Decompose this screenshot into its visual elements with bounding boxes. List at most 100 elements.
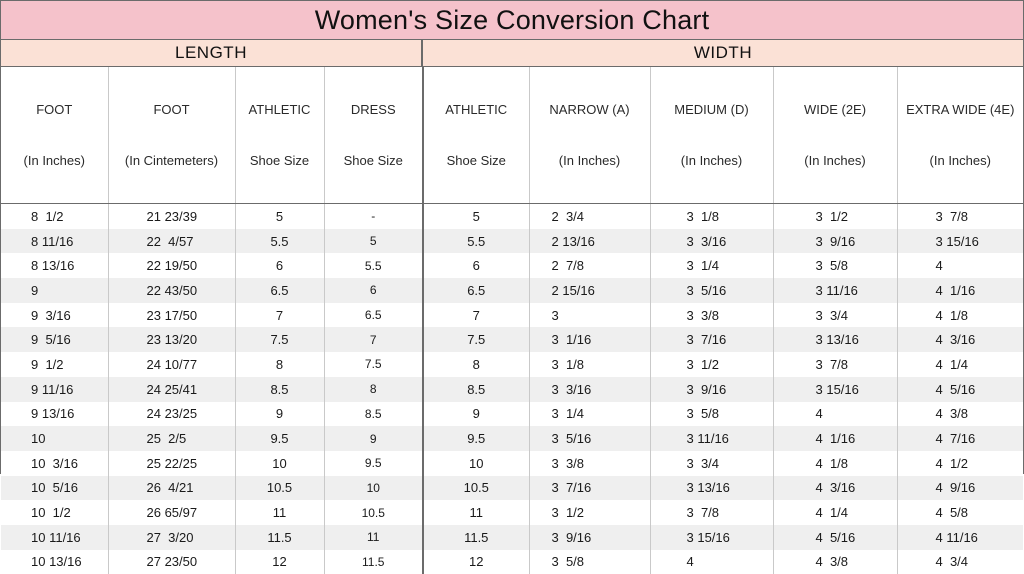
extra-wide-cell: 3 7/8 bbox=[897, 204, 1023, 229]
extra-wide-cell: 4 5/16 bbox=[897, 377, 1023, 402]
dress-size-cell: 8.5 bbox=[324, 402, 423, 427]
length-group-header: LENGTH bbox=[1, 40, 423, 66]
length-athletic-cell: 8 bbox=[235, 352, 324, 377]
header-line1: DRESS bbox=[325, 101, 423, 118]
header-length-athletic: ATHLETIC Shoe Size bbox=[235, 67, 324, 204]
narrow-cell: 3 1/4 bbox=[529, 402, 650, 427]
foot-inches-cell: 10 5/16 bbox=[1, 476, 108, 501]
narrow-cell: 3 1/16 bbox=[529, 327, 650, 352]
wide-cell: 3 9/16 bbox=[773, 229, 897, 254]
medium-cell: 3 3/16 bbox=[650, 229, 773, 254]
foot-inches-cell: 10 3/16 bbox=[1, 451, 108, 476]
dress-size-cell: 7 bbox=[324, 327, 423, 352]
foot-cm-cell: 22 43/50 bbox=[108, 278, 235, 303]
wide-cell: 4 3/16 bbox=[773, 476, 897, 501]
dress-size-cell: 7.5 bbox=[324, 352, 423, 377]
extra-wide-cell: 4 bbox=[897, 253, 1023, 278]
wide-cell: 3 11/16 bbox=[773, 278, 897, 303]
width-athletic-cell: 5 bbox=[423, 204, 529, 229]
width-group-header: WIDTH bbox=[423, 40, 1023, 66]
width-athletic-cell: 5.5 bbox=[423, 229, 529, 254]
wide-cell: 4 3/8 bbox=[773, 550, 897, 574]
narrow-cell: 3 9/16 bbox=[529, 525, 650, 550]
header-line1: NARROW (A) bbox=[530, 101, 650, 118]
wide-cell: 4 1/4 bbox=[773, 500, 897, 525]
length-athletic-cell: 10.5 bbox=[235, 476, 324, 501]
header-line1: ATHLETIC bbox=[424, 101, 529, 118]
dress-size-cell: 5.5 bbox=[324, 253, 423, 278]
header-line2: (In Inches) bbox=[774, 152, 897, 169]
extra-wide-cell: 4 5/8 bbox=[897, 500, 1023, 525]
header-line2: Shoe Size bbox=[325, 152, 423, 169]
header-extra-wide: EXTRA WIDE (4E) (In Inches) bbox=[897, 67, 1023, 204]
width-athletic-cell: 7 bbox=[423, 303, 529, 328]
length-athletic-cell: 6 bbox=[235, 253, 324, 278]
length-athletic-cell: 10 bbox=[235, 451, 324, 476]
dress-size-cell: 11 bbox=[324, 525, 423, 550]
foot-cm-cell: 25 2/5 bbox=[108, 426, 235, 451]
header-line1: FOOT bbox=[109, 101, 235, 118]
foot-cm-cell: 26 4/21 bbox=[108, 476, 235, 501]
wide-cell: 3 7/8 bbox=[773, 352, 897, 377]
wide-cell: 3 5/8 bbox=[773, 253, 897, 278]
header-narrow: NARROW (A) (In Inches) bbox=[529, 67, 650, 204]
header-line2: Shoe Size bbox=[424, 152, 529, 169]
foot-cm-cell: 24 23/25 bbox=[108, 402, 235, 427]
header-width-athletic: ATHLETIC Shoe Size bbox=[423, 67, 529, 204]
extra-wide-cell: 4 3/16 bbox=[897, 327, 1023, 352]
extra-wide-cell: 3 15/16 bbox=[897, 229, 1023, 254]
dress-size-cell: 11.5 bbox=[324, 550, 423, 574]
extra-wide-cell: 4 1/16 bbox=[897, 278, 1023, 303]
length-athletic-cell: 11.5 bbox=[235, 525, 324, 550]
narrow-cell: 3 7/16 bbox=[529, 476, 650, 501]
foot-inches-cell: 10 1/2 bbox=[1, 500, 108, 525]
width-athletic-cell: 9 bbox=[423, 402, 529, 427]
length-athletic-cell: 9.5 bbox=[235, 426, 324, 451]
wide-cell: 3 13/16 bbox=[773, 327, 897, 352]
header-medium: MEDIUM (D) (In Inches) bbox=[650, 67, 773, 204]
foot-cm-cell: 23 17/50 bbox=[108, 303, 235, 328]
narrow-cell: 2 15/16 bbox=[529, 278, 650, 303]
foot-inches-cell: 8 13/16 bbox=[1, 253, 108, 278]
narrow-cell: 3 5/16 bbox=[529, 426, 650, 451]
header-line1: MEDIUM (D) bbox=[651, 101, 773, 118]
narrow-cell: 3 3/16 bbox=[529, 377, 650, 402]
foot-inches-cell: 9 13/16 bbox=[1, 402, 108, 427]
size-table: FOOT (In Inches) FOOT (In Cintemeters) A… bbox=[1, 67, 1023, 574]
dress-size-cell: 5 bbox=[324, 229, 423, 254]
width-athletic-cell: 8.5 bbox=[423, 377, 529, 402]
extra-wide-cell: 4 3/8 bbox=[897, 402, 1023, 427]
header-line1: FOOT bbox=[1, 101, 108, 118]
narrow-cell: 3 1/2 bbox=[529, 500, 650, 525]
wide-cell: 3 1/2 bbox=[773, 204, 897, 229]
header-line2: (In Inches) bbox=[651, 152, 773, 169]
length-athletic-cell: 7 bbox=[235, 303, 324, 328]
length-athletic-cell: 8.5 bbox=[235, 377, 324, 402]
width-athletic-cell: 7.5 bbox=[423, 327, 529, 352]
foot-inches-cell: 10 11/16 bbox=[1, 525, 108, 550]
wide-cell: 4 1/8 bbox=[773, 451, 897, 476]
dress-size-cell: - bbox=[324, 204, 423, 229]
header-line2: (In Inches) bbox=[898, 152, 1024, 169]
medium-cell: 3 3/8 bbox=[650, 303, 773, 328]
wide-cell: 4 5/16 bbox=[773, 525, 897, 550]
foot-cm-cell: 23 13/20 bbox=[108, 327, 235, 352]
width-athletic-cell: 11 bbox=[423, 500, 529, 525]
medium-cell: 3 3/4 bbox=[650, 451, 773, 476]
wide-cell: 4 1/16 bbox=[773, 426, 897, 451]
foot-cm-cell: 22 4/57 bbox=[108, 229, 235, 254]
foot-inches-cell: 10 bbox=[1, 426, 108, 451]
